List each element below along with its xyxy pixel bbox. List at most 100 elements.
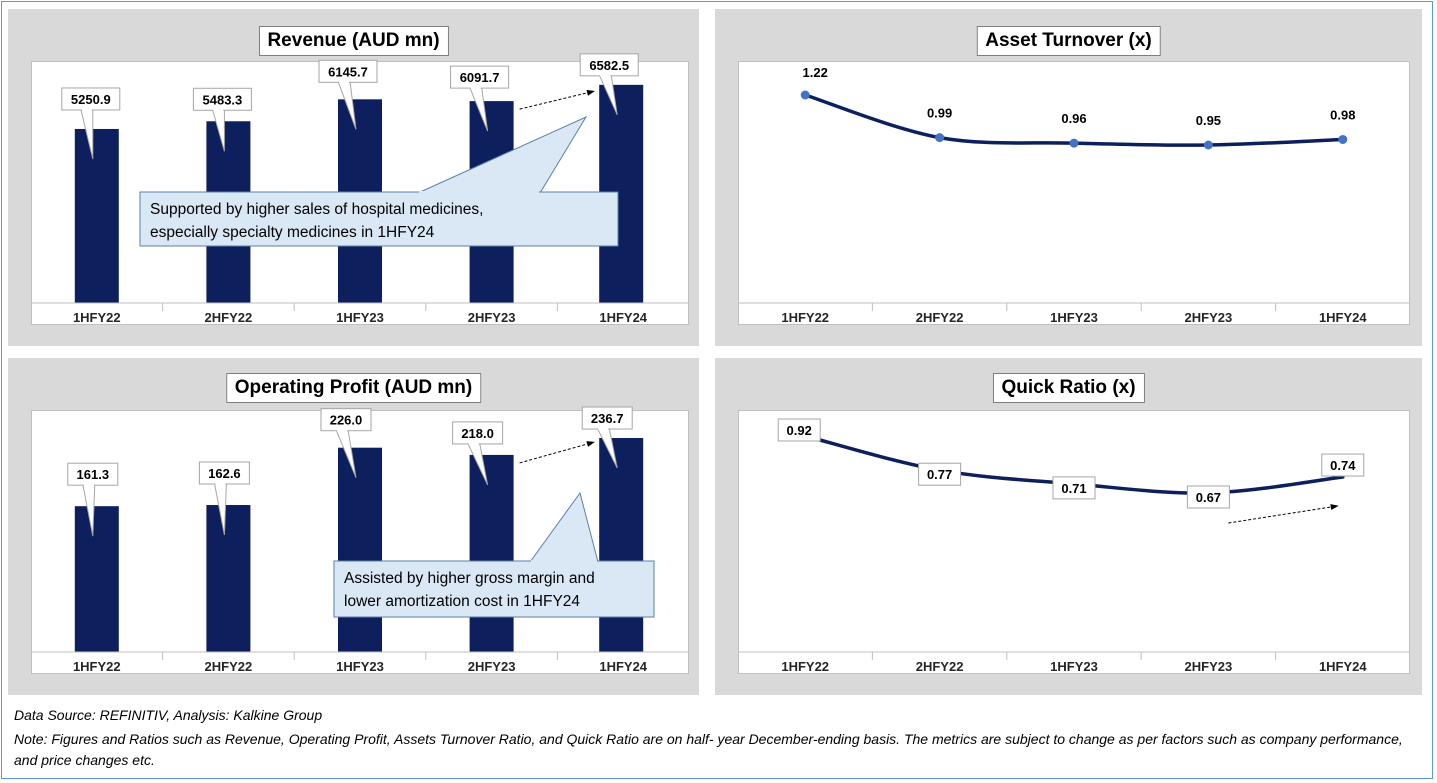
data-label: 0.71 <box>1052 476 1096 500</box>
data-label-gap <box>83 483 94 487</box>
asset-turnover-chart-title: Asset Turnover (x) <box>976 26 1161 56</box>
data-label-box <box>918 462 962 486</box>
data-label: 0.67 <box>1186 485 1230 509</box>
data-label-text: 5250.9 <box>71 92 111 107</box>
data-label-text: 0.95 <box>1196 113 1221 128</box>
bar <box>469 454 514 652</box>
x-tick-label: 1HFY24 <box>599 310 647 325</box>
trend-arrow <box>519 443 588 464</box>
asset-turnover-plot-area <box>738 61 1410 325</box>
trend-arrow-head <box>586 89 595 96</box>
x-tick-label: 1HFY22 <box>781 659 829 674</box>
asset-turnover-chart: 1HFY22 2HFY22 1HFY23 2HFY23 1HFY24 1.22 0.99 0.… <box>738 65 1410 325</box>
data-label-box <box>1052 476 1096 500</box>
x-tick-label: 1HFY24 <box>1319 659 1367 674</box>
trend-arrow-head <box>586 441 595 447</box>
callout-text-line: lower amortization cost in 1HFY24 <box>344 593 580 610</box>
data-label-gap <box>600 73 611 77</box>
data-point <box>1069 138 1079 148</box>
trend-arrow-head <box>1330 504 1339 511</box>
callout-text-line: Assisted by higher gross margin and <box>344 570 595 587</box>
data-label-text: 0.98 <box>1330 107 1355 122</box>
quick-ratio-chart-panel: Quick Ratio (x) 1HFY22 2HFY22 1HFY23 2HFY23… <box>715 358 1422 695</box>
callout-joint <box>419 191 539 194</box>
bar <box>338 447 382 652</box>
data-label: 236.7 <box>581 406 633 469</box>
quick-ratio-plot-area <box>738 410 1410 674</box>
x-tick-label: 1HFY22 <box>73 659 121 674</box>
x-tick-label: 1HFY23 <box>1050 310 1098 325</box>
data-point <box>800 90 810 100</box>
data-label-box <box>1186 485 1230 509</box>
data-label-text: 0.74 <box>1330 458 1356 473</box>
x-tick-label: 1HFY22 <box>73 310 121 325</box>
bar <box>599 438 644 652</box>
data-label-gap <box>337 428 347 432</box>
data-label-text: 0.96 <box>1061 111 1086 126</box>
data-label-gap <box>215 482 226 486</box>
data-label-text: 162.6 <box>208 466 241 481</box>
x-tick-label: 2HFY23 <box>1185 659 1233 674</box>
data-label-box <box>1321 453 1365 477</box>
data-label-text: 5483.3 <box>203 92 243 107</box>
trend-arrow <box>1228 506 1331 524</box>
x-tick-label: 2HFY23 <box>1185 310 1233 325</box>
data-label-text: 0.92 <box>787 423 812 438</box>
x-tick-label: 2HFY22 <box>205 659 253 674</box>
data-label-text: 0.71 <box>1061 481 1086 496</box>
data-label: 218.0 <box>452 421 504 486</box>
x-tick-label: 2HFY23 <box>468 659 516 674</box>
data-label-box <box>777 418 821 442</box>
data-label: 5483.3 <box>192 87 252 152</box>
callout-joint <box>531 560 597 563</box>
data-label: 0.92 <box>777 418 821 442</box>
callout-box <box>333 560 655 618</box>
data-label-text: 6145.7 <box>328 64 368 79</box>
data-label-text: 0.77 <box>927 467 952 482</box>
x-tick-label: 1HFY23 <box>336 659 384 674</box>
data-point <box>1338 134 1348 144</box>
revenue-chart: 1HFY22 2HFY22 1HFY23 2HFY23 1HFY24 5250.9 5483… <box>31 53 689 325</box>
data-label: 5250.9 <box>61 87 121 160</box>
x-tick-label: 2HFY22 <box>916 310 964 325</box>
data-label-text: 226.0 <box>330 413 363 428</box>
x-tick-label: 2HFY23 <box>468 310 516 325</box>
data-label-gap <box>470 86 481 90</box>
data-label-text: 0.67 <box>1196 490 1221 505</box>
callout-text-line: especially specialty medicines in 1HFY24 <box>150 224 435 241</box>
data-label: 226.0 <box>320 408 372 478</box>
bar <box>74 128 119 303</box>
trend-arrow <box>519 92 588 110</box>
operating-profit-chart-title: Operating Profit (AUD mn) <box>225 373 482 403</box>
data-label: 6091.7 <box>450 65 510 132</box>
operating-profit-chart-panel: Operating Profit (AUD mn) 1HFY22 2HFY22 1H… <box>8 358 699 695</box>
x-tick-label: 1HFY23 <box>336 310 384 325</box>
data-label-gap <box>468 441 479 445</box>
asset-turnover-chart-panel: Asset Turnover (x) 1HFY22 2HFY22 1HFY23 2HF… <box>715 9 1422 346</box>
x-tick-label: 1HFY24 <box>599 659 647 674</box>
data-point <box>1203 140 1213 150</box>
data-label: 161.3 <box>67 462 119 537</box>
data-label-gap <box>598 427 609 431</box>
data-label-text: 6091.7 <box>460 70 500 85</box>
annotation-callout: Supported by higher sales of hospital me… <box>139 115 619 247</box>
x-tick-label: 2HFY22 <box>205 310 253 325</box>
data-label-gap <box>339 80 349 84</box>
data-label: 0.77 <box>918 462 962 486</box>
bar <box>74 506 119 652</box>
revenue-chart-title: Revenue (AUD mn) <box>258 26 449 56</box>
data-label-text: 0.99 <box>927 106 952 121</box>
x-tick-label: 1HFY23 <box>1050 659 1098 674</box>
disclaimer-note: Note: Figures and Ratios such as Revenue… <box>14 731 1403 768</box>
data-point <box>935 133 945 143</box>
bar <box>206 505 251 652</box>
data-label-text: 236.7 <box>591 411 624 426</box>
annotation-callout: Assisted by higher gross margin and lower… <box>333 491 655 618</box>
x-tick-label: 1HFY22 <box>781 310 829 325</box>
quick-ratio-chart-title: Quick Ratio (x) <box>992 373 1145 403</box>
data-label-gap <box>213 108 224 112</box>
x-tick-label: 2HFY22 <box>916 659 964 674</box>
data-label-text: 1.22 <box>803 65 828 80</box>
revenue-chart-panel: Revenue (AUD mn) 1HFY22 2HFY22 1HFY23 2HFY2… <box>8 9 699 346</box>
callout-text-line: Supported by higher sales of hospital me… <box>150 201 483 218</box>
